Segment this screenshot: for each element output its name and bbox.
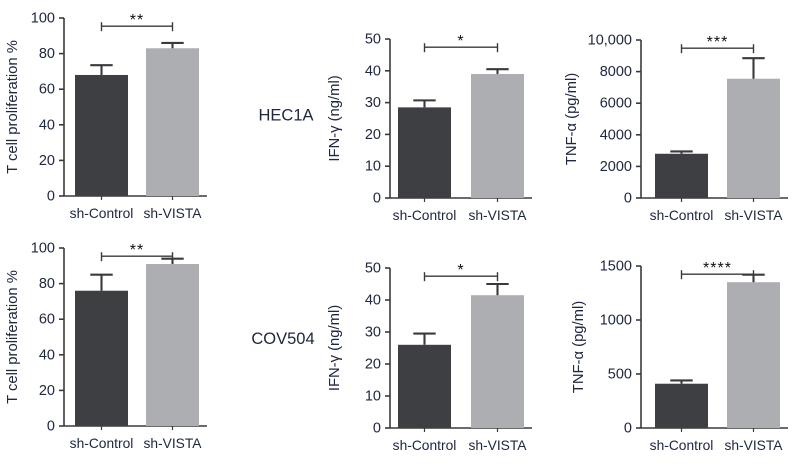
svg-text:50: 50 — [365, 32, 381, 48]
svg-text:sh-Control: sh-Control — [650, 208, 714, 223]
svg-text:50: 50 — [365, 261, 381, 277]
svg-text:HEC1A: HEC1A — [258, 107, 313, 125]
svg-text:sh-Control: sh-Control — [393, 438, 457, 453]
svg-text:0: 0 — [624, 191, 632, 207]
svg-text:sh-VISTA: sh-VISTA — [724, 208, 783, 223]
svg-text:40: 40 — [39, 347, 55, 363]
svg-text:10,000: 10,000 — [588, 33, 632, 49]
svg-text:40: 40 — [365, 63, 381, 79]
svg-text:0: 0 — [47, 419, 55, 435]
svg-text:20: 20 — [365, 127, 381, 143]
svg-text:sh-VISTA: sh-VISTA — [143, 436, 202, 451]
svg-text:4000: 4000 — [600, 127, 632, 143]
svg-text:sh-Control: sh-Control — [70, 436, 134, 451]
svg-text:0: 0 — [47, 189, 55, 205]
svg-text:IFN-γ (ng/ml): IFN-γ (ng/ml) — [327, 305, 343, 391]
svg-text:TNF-α (pg/ml): TNF-α (pg/ml) — [571, 301, 587, 393]
svg-text:30: 30 — [365, 325, 381, 341]
svg-text:0: 0 — [373, 191, 381, 207]
svg-text:sh-Control: sh-Control — [650, 438, 714, 453]
svg-text:40: 40 — [39, 117, 55, 133]
svg-text:IFN-γ (ng/ml): IFN-γ (ng/ml) — [327, 75, 343, 161]
svg-text:0: 0 — [373, 421, 381, 437]
svg-text:sh-VISTA: sh-VISTA — [143, 206, 202, 221]
svg-text:6000: 6000 — [600, 96, 632, 112]
svg-text:TNF-α (pg/ml): TNF-α (pg/ml) — [564, 73, 580, 165]
svg-text:20: 20 — [39, 153, 55, 169]
svg-text:20: 20 — [39, 383, 55, 399]
svg-text:sh-VISTA: sh-VISTA — [468, 438, 527, 453]
svg-text:sh-VISTA: sh-VISTA — [724, 438, 783, 453]
svg-text:100: 100 — [31, 241, 55, 257]
svg-text:**: ** — [130, 12, 144, 29]
svg-text:****: **** — [703, 260, 732, 277]
svg-text:30: 30 — [365, 95, 381, 111]
svg-text:1500: 1500 — [600, 259, 632, 275]
svg-text:60: 60 — [39, 312, 55, 328]
svg-text:***: *** — [707, 34, 729, 51]
svg-text:20: 20 — [365, 357, 381, 373]
svg-text:T cell proliferation %: T cell proliferation % — [5, 270, 21, 404]
svg-text:*: * — [457, 33, 464, 50]
svg-text:**: ** — [130, 242, 144, 259]
svg-text:0: 0 — [624, 421, 632, 437]
svg-text:40: 40 — [365, 293, 381, 309]
svg-text:COV504: COV504 — [251, 330, 314, 348]
svg-text:80: 80 — [39, 276, 55, 292]
svg-text:8000: 8000 — [600, 64, 632, 80]
svg-text:sh-VISTA: sh-VISTA — [468, 208, 527, 223]
svg-text:2000: 2000 — [600, 159, 632, 175]
svg-text:sh-Control: sh-Control — [70, 206, 134, 221]
svg-text:*: * — [457, 262, 464, 279]
svg-text:1000: 1000 — [600, 313, 632, 329]
svg-text:sh-Control: sh-Control — [393, 208, 457, 223]
svg-text:60: 60 — [39, 82, 55, 98]
svg-text:10: 10 — [365, 389, 381, 405]
svg-text:80: 80 — [39, 46, 55, 62]
svg-text:T cell proliferation %: T cell proliferation % — [5, 40, 21, 174]
svg-text:10: 10 — [365, 159, 381, 175]
svg-text:100: 100 — [31, 11, 55, 27]
svg-text:500: 500 — [608, 367, 632, 383]
